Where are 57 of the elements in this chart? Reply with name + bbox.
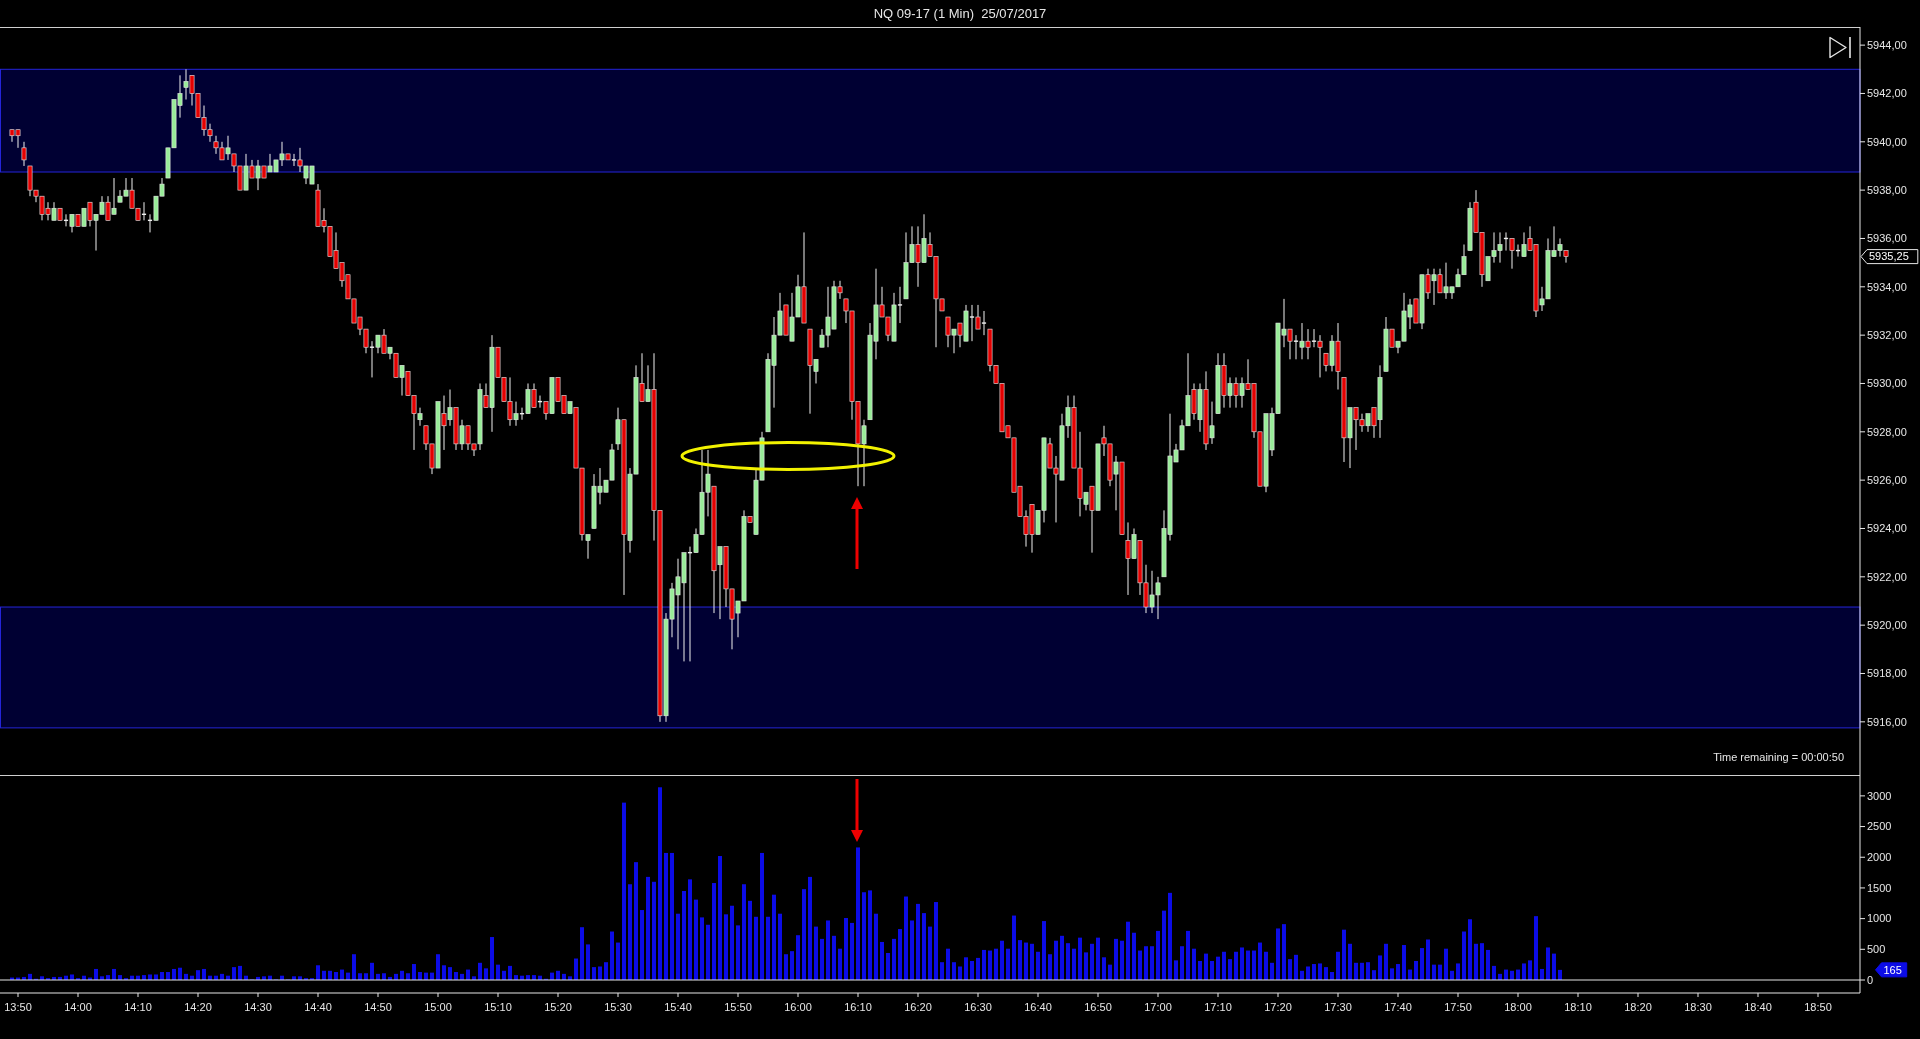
- y-tick-label: 5936,00: [1867, 232, 1907, 245]
- y-tick-label: 5922,00: [1867, 570, 1907, 583]
- x-tick-label: 14:30: [244, 1000, 272, 1013]
- y-tick-label: 5920,00: [1867, 619, 1907, 632]
- y-tick-label: 5928,00: [1867, 425, 1907, 438]
- x-tick-label: 17:20: [1264, 1000, 1292, 1013]
- text: 165: [1883, 963, 1902, 976]
- y-tick-label: 5916,00: [1867, 715, 1907, 728]
- x-tick-label: 14:00: [64, 1000, 92, 1013]
- y-tick-label: 5940,00: [1867, 135, 1907, 148]
- x-tick-label: 18:10: [1564, 1000, 1592, 1013]
- x-tick-label: 17:40: [1384, 1000, 1412, 1013]
- y-tick-label: 5918,00: [1867, 667, 1907, 680]
- y-tick-label: 1500: [1867, 881, 1892, 894]
- y-tick-label: 2500: [1867, 820, 1892, 833]
- y-tick-label: 5924,00: [1867, 522, 1907, 535]
- x-tick-label: 16:10: [844, 1000, 872, 1013]
- x-tick-label: 14:50: [364, 1000, 392, 1013]
- x-tick-label: 18:20: [1624, 1000, 1652, 1013]
- y-tick-label: 0: [1867, 973, 1874, 986]
- y-tick-label: 2000: [1867, 851, 1892, 864]
- x-tick-label: 15:10: [484, 1000, 512, 1013]
- x-tick-label: 17:30: [1324, 1000, 1352, 1013]
- x-tick-label: 16:50: [1084, 1000, 1112, 1013]
- x-tick-label: 16:40: [1024, 1000, 1052, 1013]
- x-tick-label: 15:30: [604, 1000, 632, 1013]
- x-tick-label: 14:20: [184, 1000, 212, 1013]
- x-tick-label: 15:00: [424, 1000, 452, 1013]
- x-tick-label: 18:30: [1684, 1000, 1712, 1013]
- y-tick-label: 3000: [1867, 789, 1892, 802]
- y-tick-label: 5938,00: [1867, 183, 1907, 196]
- x-tick-label: 16:20: [904, 1000, 932, 1013]
- y-tick-label: 5944,00: [1867, 38, 1907, 51]
- x-tick-label: 18:40: [1744, 1000, 1772, 1013]
- y-tick-label: 5930,00: [1867, 377, 1907, 390]
- annotation: Time remaining = 00:00:50: [1713, 750, 1844, 763]
- text: 5935,25: [1869, 250, 1909, 263]
- x-tick-label: 17:50: [1444, 1000, 1472, 1013]
- x-tick-label: 15:20: [544, 1000, 572, 1013]
- y-tick-label: 5926,00: [1867, 474, 1907, 486]
- x-tick-label: 18:50: [1804, 1000, 1832, 1013]
- x-tick-label: 14:10: [124, 1000, 152, 1013]
- x-tick-label: 15:40: [664, 1000, 692, 1013]
- y-tick-label: 5932,00: [1867, 328, 1907, 341]
- y-tick-label: 5942,00: [1867, 87, 1907, 100]
- y-tick-label: 500: [1867, 943, 1886, 956]
- x-tick-label: 15:50: [724, 1000, 752, 1013]
- x-tick-label: 13:50: [4, 1000, 32, 1013]
- chart-title: NQ 09-17 (1 Min) 25/07/2017: [873, 5, 1047, 21]
- x-tick-label: 17:00: [1144, 1000, 1172, 1013]
- x-tick-label: 14:40: [304, 1000, 332, 1013]
- x-tick-label: 16:30: [964, 1000, 992, 1013]
- y-tick-label: 1000: [1867, 912, 1892, 925]
- x-tick-label: 18:00: [1504, 1000, 1532, 1013]
- x-tick-label: 17:10: [1204, 1000, 1232, 1013]
- x-tick-label: 16:00: [784, 1000, 812, 1013]
- y-tick-label: 5934,00: [1867, 280, 1907, 293]
